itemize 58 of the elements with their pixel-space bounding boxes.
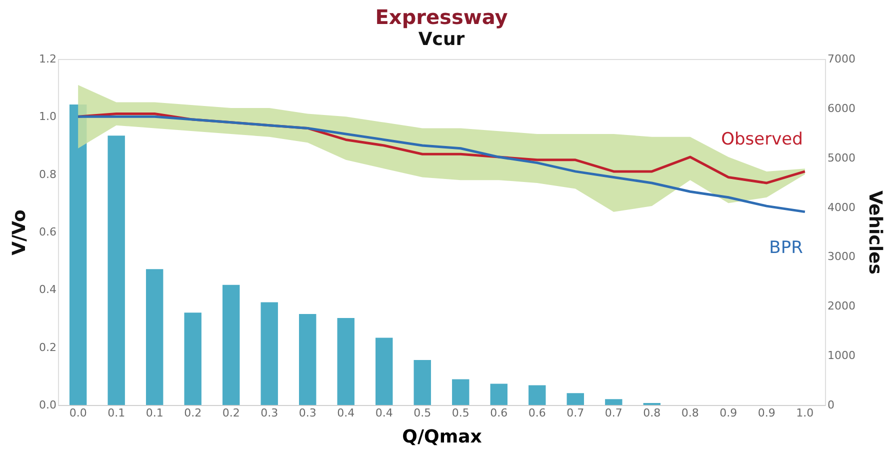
chart-subtitle: Vcur bbox=[418, 29, 465, 50]
x-axis-title: Q/Qmax bbox=[402, 426, 482, 448]
x-tick-label: 0.8 bbox=[681, 406, 699, 420]
bar bbox=[108, 136, 125, 405]
x-tick-label: 0.9 bbox=[758, 406, 776, 420]
y2-tick-label: 2000 bbox=[828, 300, 856, 313]
bar bbox=[605, 399, 622, 405]
x-tick-label: 0.5 bbox=[414, 406, 432, 420]
x-tick-label: 0.2 bbox=[184, 406, 202, 420]
x-tick-label: 0.7 bbox=[566, 406, 584, 420]
x-tick-label: 0.1 bbox=[146, 406, 164, 420]
x-tick-label: 0.3 bbox=[298, 406, 316, 420]
bar bbox=[69, 104, 87, 405]
y-tick-label: 1.0 bbox=[39, 110, 56, 124]
x-tick-label: 0.2 bbox=[222, 406, 240, 420]
bar bbox=[528, 385, 546, 405]
x-tick-label: 0.5 bbox=[452, 406, 470, 420]
y-tick-label: 0.6 bbox=[39, 226, 56, 238]
x-tick-label: 0.8 bbox=[643, 406, 661, 420]
bar bbox=[490, 384, 508, 405]
y2-tick-label: 3000 bbox=[828, 250, 856, 264]
bar bbox=[452, 379, 470, 405]
bar bbox=[566, 393, 584, 405]
x-tick-label: 0.3 bbox=[260, 406, 278, 420]
y2-tick-label: 4000 bbox=[828, 200, 856, 214]
chart-title: Expressway bbox=[375, 5, 508, 29]
x-tick-label: 1.0 bbox=[796, 406, 814, 420]
bar bbox=[337, 318, 354, 405]
y2-tick-label: 5000 bbox=[828, 151, 856, 164]
x-tick-label: 0.6 bbox=[490, 406, 508, 420]
series-label: BPR bbox=[769, 238, 804, 258]
x-tick-label: 0.4 bbox=[337, 406, 355, 420]
y2-tick-label: 6000 bbox=[828, 102, 856, 115]
bar bbox=[414, 360, 431, 405]
bar bbox=[376, 338, 393, 405]
y-tick-label: 0.2 bbox=[39, 340, 56, 354]
x-tick-label: 0.7 bbox=[604, 406, 622, 420]
bar bbox=[299, 314, 316, 405]
y-axis-title: V/Vo bbox=[9, 210, 30, 256]
x-tick-label: 0.1 bbox=[108, 406, 126, 420]
y2-tick-label: 7000 bbox=[828, 52, 856, 66]
y-tick-label: 0.8 bbox=[39, 168, 56, 181]
x-tick-label: 0.0 bbox=[69, 406, 87, 420]
y-tick-label: 1.2 bbox=[39, 52, 56, 66]
y2-tick-label: 0 bbox=[828, 398, 834, 412]
y2-axis-title: Vehicles bbox=[864, 190, 886, 274]
bar bbox=[146, 269, 164, 405]
x-tick-label: 0.6 bbox=[528, 406, 546, 420]
x-tick-label: 0.4 bbox=[375, 406, 393, 420]
y2-tick-label: 1000 bbox=[828, 349, 856, 362]
series-label: Observed bbox=[721, 129, 803, 150]
line-series bbox=[76, 115, 806, 214]
bar bbox=[222, 284, 240, 405]
y-tick-label: 0.4 bbox=[39, 283, 56, 296]
x-tick-label: 0.9 bbox=[720, 406, 738, 420]
bar bbox=[260, 302, 278, 405]
bar bbox=[184, 312, 202, 405]
y-tick-label: 0.0 bbox=[39, 398, 56, 412]
